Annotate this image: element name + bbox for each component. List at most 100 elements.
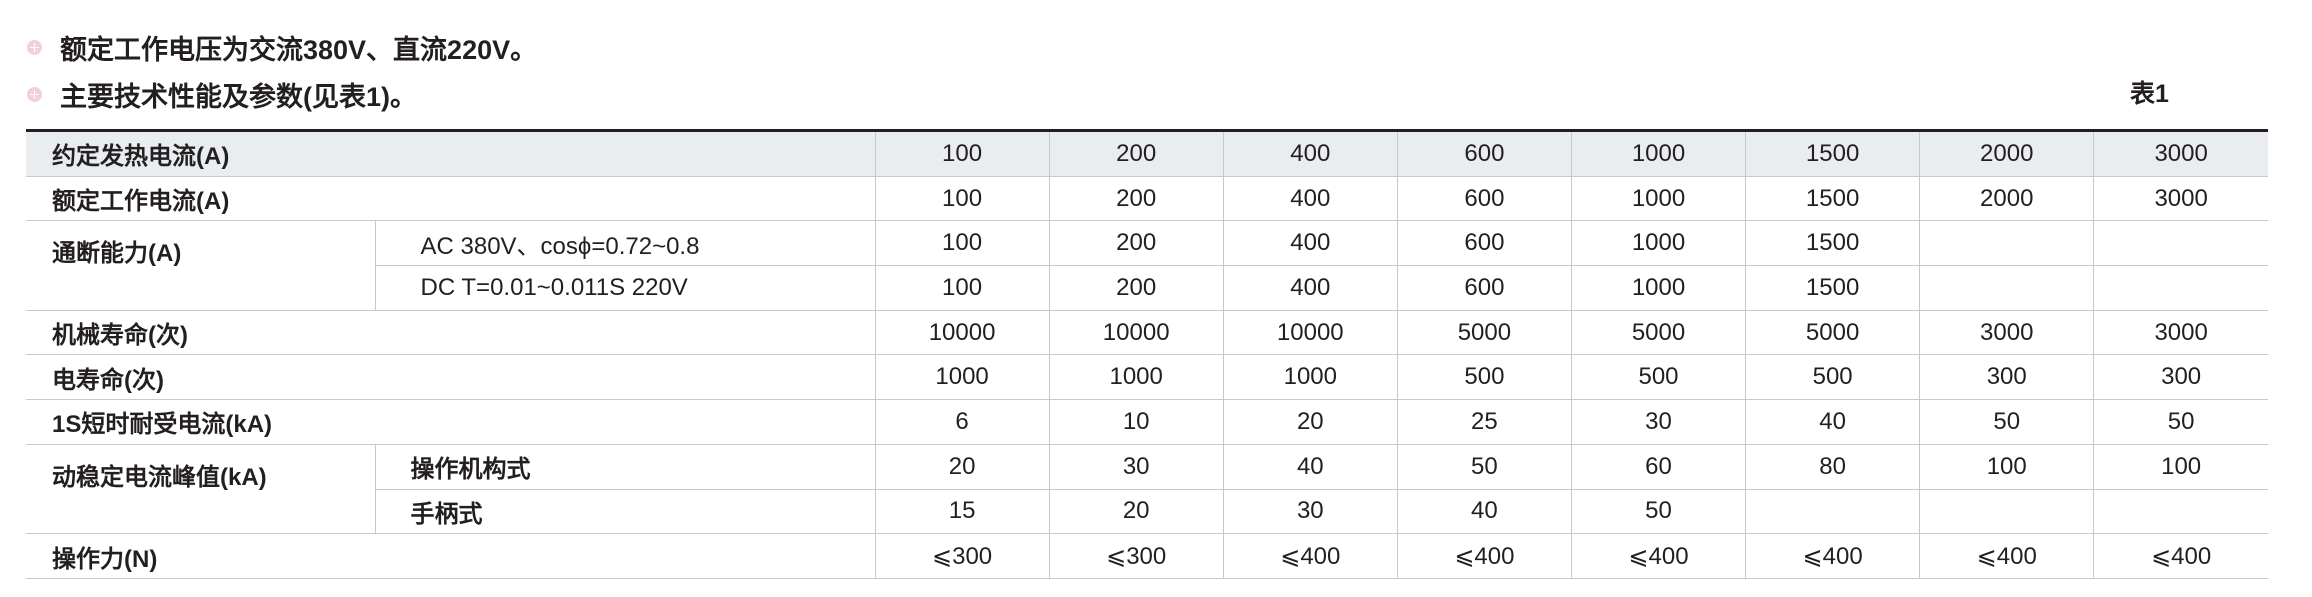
table-cell xyxy=(2093,220,2268,267)
table-cell: 200 xyxy=(1048,220,1224,267)
table-cell: 15 xyxy=(874,489,1050,535)
table-cell: 40 xyxy=(1222,444,1398,490)
table-cell: 600 xyxy=(1396,265,1572,311)
table-cell: 200 xyxy=(1048,130,1224,177)
row-label: 机械寿命(次) xyxy=(26,310,876,356)
row-sublabel: DC T=0.01~0.011S 220V xyxy=(374,265,876,311)
table-cell: 10000 xyxy=(1222,310,1398,356)
row-label: 1S短时耐受电流(kA) xyxy=(26,399,876,445)
row-label: 额定工作电流(A) xyxy=(26,176,876,222)
row-sublabel: 操作机构式 xyxy=(374,444,876,490)
table-row: 手柄式 15 20 30 40 50 xyxy=(26,489,2268,535)
table-cell: 50 xyxy=(2093,399,2268,445)
table-row: 电寿命(次) 1000 1000 1000 500 500 500 300 300 xyxy=(26,354,2268,401)
table-cell: 100 xyxy=(874,220,1050,267)
table-cell: 1000 xyxy=(1570,220,1746,267)
table-cell: 60 xyxy=(1570,444,1746,490)
table-cell: 100 xyxy=(874,130,1050,177)
table-cell: 300 xyxy=(2093,354,2268,401)
table-cell: 400 xyxy=(1222,176,1398,222)
table-cell: 30 xyxy=(1222,489,1398,535)
table-row: 1S短时耐受电流(kA) 6 10 20 25 30 40 50 50 xyxy=(26,399,2268,445)
table-cell: 600 xyxy=(1396,220,1572,267)
table-cell xyxy=(2093,489,2268,535)
table-row: 操作力(N) ⩽300 ⩽300 ⩽400 ⩽400 ⩽400 ⩽400 ⩽400 ⩽400 xyxy=(26,533,2268,579)
table-cell: 1500 xyxy=(1745,265,1920,311)
table-cell: 40 xyxy=(1745,399,1920,445)
row-label: 约定发热电流(A) xyxy=(26,130,876,177)
table-cell: ⩽400 xyxy=(1745,533,1920,579)
table-cell: 3000 xyxy=(2093,130,2268,177)
row-label: 动稳定电流峰值(kA) xyxy=(26,444,375,535)
table-cell: 50 xyxy=(1570,489,1746,535)
row-label: 通断能力(A) xyxy=(26,220,375,311)
intro-text: 主要技术性能及参数(见表1)。 xyxy=(60,82,417,112)
intro-line: 额定工作电压为交流380V、直流220V。 xyxy=(27,28,537,67)
table-cell: 1500 xyxy=(1745,130,1920,177)
table-cell: 600 xyxy=(1396,130,1572,177)
table-cell: 2000 xyxy=(1919,130,2094,177)
table-cell: 600 xyxy=(1396,176,1572,222)
row-label: 电寿命(次) xyxy=(26,354,876,401)
table-cell: 3000 xyxy=(2093,176,2268,222)
table-cell: 5000 xyxy=(1396,310,1572,356)
intro-line: 主要技术性能及参数(见表1)。 xyxy=(27,75,417,114)
table-cell: 30 xyxy=(1570,399,1746,445)
table-cell: 3000 xyxy=(1919,310,2094,356)
table-cell: 10 xyxy=(1048,399,1224,445)
table-cell: 1500 xyxy=(1745,176,1920,222)
table-caption: 表1 xyxy=(2130,80,2169,108)
table-cell: 100 xyxy=(874,176,1050,222)
table-row: 通断能力(A) AC 380V、cosϕ=0.72~0.8 100 200 400 600… xyxy=(26,220,2268,311)
table-cell: 400 xyxy=(1222,220,1398,267)
table-cell: 5000 xyxy=(1745,310,1920,356)
row-sublabel: 手柄式 xyxy=(374,489,876,535)
table-cell: 100 xyxy=(1919,444,2094,490)
table-cell: 500 xyxy=(1745,354,1920,401)
table-row: 额定工作电流(A) 100 200 400 600 1000 1500 2000 3000 xyxy=(26,176,2268,222)
table-cell: 200 xyxy=(1048,265,1224,311)
table-cell: 500 xyxy=(1570,354,1746,401)
table-cell xyxy=(2093,265,2268,311)
table-cell: 1000 xyxy=(1570,176,1746,222)
table-cell: 10000 xyxy=(874,310,1050,356)
table-cell: 3000 xyxy=(2093,310,2268,356)
table-cell: 100 xyxy=(874,265,1050,311)
table-cell: 20 xyxy=(874,444,1050,490)
table-cell: 40 xyxy=(1396,489,1572,535)
table-cell: 50 xyxy=(1919,399,2094,445)
table-cell: ⩽400 xyxy=(1396,533,1572,579)
table-row: 约定发热电流(A) 100 200 400 600 1000 1500 2000 3000 xyxy=(26,130,2268,177)
table-cell: ⩽400 xyxy=(1222,533,1398,579)
table-cell: 300 xyxy=(1919,354,2094,401)
table-cell xyxy=(1919,220,2094,267)
table-cell: 6 xyxy=(874,399,1050,445)
table-cell: ⩽300 xyxy=(1048,533,1224,579)
table-cell: 30 xyxy=(1048,444,1224,490)
table-cell: 1500 xyxy=(1745,220,1920,267)
table-cell: 500 xyxy=(1396,354,1572,401)
table-row: 机械寿命(次) 10000 10000 10000 5000 5000 5000 3000 30… xyxy=(26,310,2268,356)
table-cell: 10000 xyxy=(1048,310,1224,356)
table-row: 动稳定电流峰值(kA) 操作机构式 20 30 40 50 60 80 100 100 xyxy=(26,444,2268,535)
table-row: DC T=0.01~0.011S 220V 100 200 400 600 1000 150… xyxy=(26,265,2268,311)
table-cell: 5000 xyxy=(1570,310,1746,356)
table-cell: 1000 xyxy=(1222,354,1398,401)
table-cell: ⩽400 xyxy=(1919,533,2094,579)
table-cell xyxy=(1745,489,1920,535)
table-cell: 50 xyxy=(1396,444,1572,490)
table-cell: ⩽300 xyxy=(874,533,1050,579)
row-label: 操作力(N) xyxy=(26,533,876,579)
table-cell: ⩽400 xyxy=(2093,533,2268,579)
table-cell: 20 xyxy=(1222,399,1398,445)
table-cell: ⩽400 xyxy=(1570,533,1746,579)
table-cell: 20 xyxy=(1048,489,1224,535)
table-cell: 2000 xyxy=(1919,176,2094,222)
spec-table: 约定发热电流(A) 100 200 400 600 1000 1500 2000 3000 额定工… xyxy=(26,129,2268,579)
table-cell xyxy=(1919,489,2094,535)
table-cell: 25 xyxy=(1396,399,1572,445)
table-cell: 200 xyxy=(1048,176,1224,222)
table-cell: 1000 xyxy=(1570,265,1746,311)
table-cell: 400 xyxy=(1222,130,1398,177)
bullet-icon xyxy=(27,40,42,55)
